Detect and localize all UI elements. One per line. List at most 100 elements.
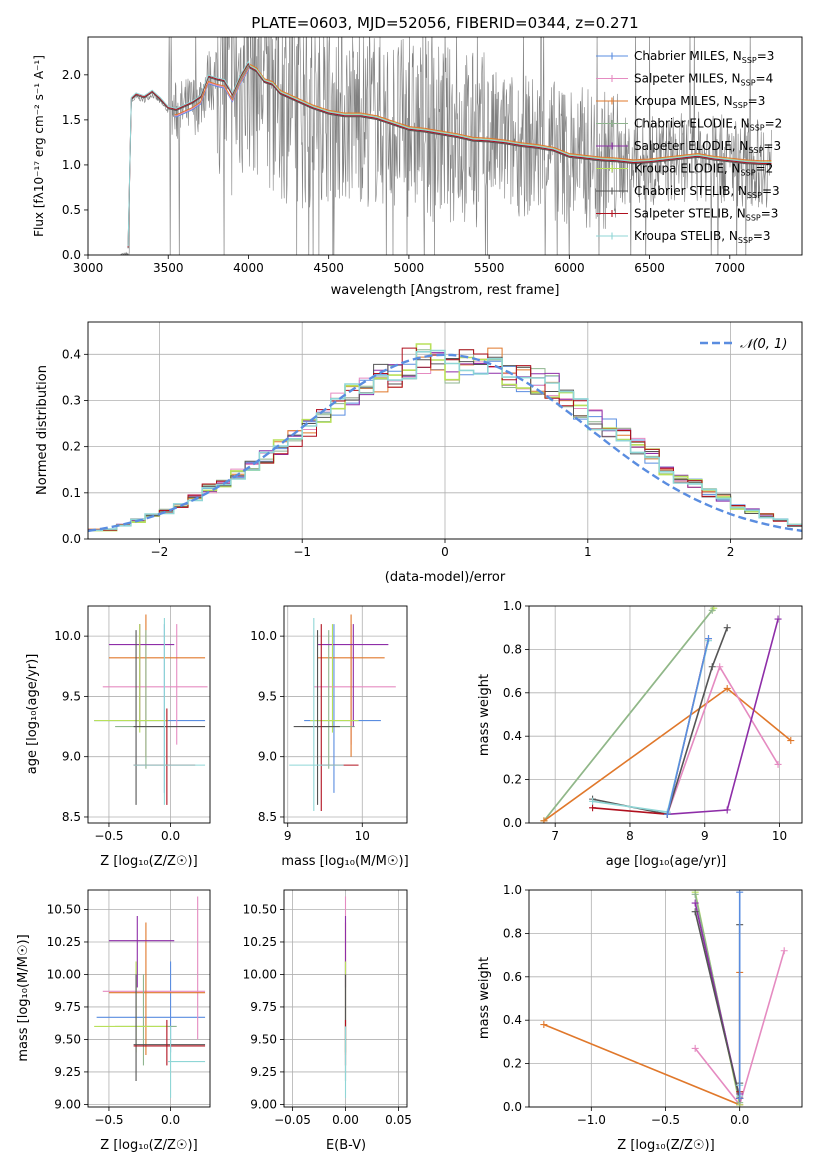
weight-series-chabrier-miles (663, 635, 713, 818)
x-tick-label: −1.0 (577, 1113, 606, 1127)
model-line-kroupa-miles (174, 63, 772, 162)
axes-frame (283, 889, 408, 1108)
x-tick-label: 0.0 (730, 1113, 749, 1127)
y-tick-label: 0.4 (503, 729, 522, 743)
marker (708, 663, 716, 671)
marker (589, 797, 597, 805)
legend-label: Chabrier MILES, NSSP=3 (634, 49, 774, 65)
errorbar-point-kroupa-elodie (94, 624, 169, 733)
errorbar-point-chabrier-stelib (293, 630, 340, 805)
marker (589, 804, 597, 812)
age-vs-mass-panel: 9 10 8.5 9.0 9.5 10.0 mass [log₁₀(M/M☉)] (250, 605, 409, 869)
x-axis-label: mass [log₁₀(M/M☉)] (281, 854, 408, 869)
x-axis-label: Z [log₁₀(Z/Z☉)] (617, 1138, 714, 1153)
y-tick-label: 0.2 (503, 773, 522, 787)
x-tick-label: 4500 (313, 261, 344, 275)
y-tick-label: 10.50 (47, 902, 81, 916)
legend-label: Salpeter MILES, NSSP=4 (634, 72, 773, 88)
axes-frame (87, 36, 803, 256)
weight-vs-metallicity-plot-area: −1.0 −0.5 0.0 0.0 0.2 0.4 0.6 0.8 1.0 (503, 883, 803, 1127)
marker (736, 890, 744, 896)
axes-frame (528, 605, 803, 824)
age-vs-mass-plot-area: 9 10 8.5 9.0 9.5 10.0 (250, 605, 408, 843)
y-tick-label: 10.00 (47, 967, 81, 981)
marker (774, 615, 782, 623)
x-tick-label: 5500 (474, 261, 505, 275)
axes: −2 −1 0 1 2 0.0 0.1 0.2 0.3 0.4 𝒩(0, 1) (62, 321, 803, 559)
marker (608, 187, 616, 195)
observed-spectrum (120, 37, 772, 255)
marker (691, 890, 699, 898)
mass-vs-extinction-panel: −0.05 0.00 0.05 9.00 9.25 9.50 9.75 10.00 10.25 1… (243, 889, 412, 1153)
axes: 7 8 9 10 0.0 0.2 0.4 0.6 0.8 1.0 (503, 599, 803, 843)
y-tick-label: 0.6 (503, 970, 522, 984)
marker (708, 606, 716, 614)
y-tick-label: 0.4 (62, 347, 81, 361)
errorbar-point-salpeter-elodie (317, 624, 389, 727)
spectrum-panel: PLATE=0603, MJD=52056, FIBERID=0344, z=0… (32, 14, 803, 298)
y-tick-label: 2.0 (62, 68, 81, 82)
marker (774, 760, 782, 768)
y-tick-label: 1.0 (62, 158, 81, 172)
errorbar-point-salpeter-miles (102, 896, 206, 1040)
data-layer (94, 614, 208, 805)
errorbar-point-kroupa-miles (108, 922, 206, 1056)
weight-vs-age-plot-area: 7 8 9 10 0.0 0.2 0.4 0.6 0.8 1.0 (503, 599, 803, 843)
x-axis-label: (data-model)/error (385, 570, 506, 585)
marker (540, 817, 548, 823)
x-tick-label: 7 (551, 829, 559, 843)
y-axis-label: mass [log₁₀(M/M☉)] (16, 934, 31, 1061)
y-axis-label: mass weight (477, 957, 492, 1039)
axes-frame (528, 889, 803, 1108)
axes: −1.0 −0.5 0.0 0.0 0.2 0.4 0.6 0.8 1.0 (503, 883, 803, 1127)
marker (723, 624, 731, 632)
y-tick-label: 0.8 (503, 926, 522, 940)
y-tick-label: 1.0 (503, 599, 522, 613)
x-tick-label: 3500 (153, 261, 184, 275)
y-tick-label: 9.00 (250, 1097, 277, 1111)
errorbar-point-salpeter-elodie (108, 915, 175, 988)
x-tick-label: 5000 (394, 261, 425, 275)
marker (608, 52, 616, 60)
y-tick-label: 9.00 (54, 1097, 81, 1111)
y-tick-label: 10.0 (54, 629, 81, 643)
x-tick-label: 7000 (715, 261, 746, 275)
weight-series-chabrier-miles (736, 890, 744, 1102)
model-line-kroupa-stelib (127, 60, 772, 247)
y-tick-label: 10.25 (243, 935, 277, 949)
data-layer (88, 343, 802, 533)
errorbar-point-kroupa-stelib (168, 1026, 206, 1098)
axes: −0.05 0.00 0.05 9.00 9.25 9.50 9.75 10.00 10.25 1… (243, 889, 412, 1127)
legend-label: Kroupa STELIB, NSSP=3 (634, 229, 771, 245)
x-tick-label: 4000 (233, 261, 264, 275)
axes-frame (87, 605, 211, 824)
y-tick-label: 0.2 (62, 440, 81, 454)
marker (705, 635, 713, 643)
marker (608, 97, 616, 105)
y-tick-label: 10.0 (250, 629, 277, 643)
residual-panel: −2 −1 0 1 2 0.0 0.1 0.2 0.3 0.4 𝒩(0, 1) (data-mode… (35, 321, 803, 585)
y-tick-label: 10.25 (47, 935, 81, 949)
y-tick-label: 9.5 (258, 689, 277, 703)
data-layer (289, 614, 396, 811)
marker (736, 1094, 744, 1102)
y-axis-label: Flux [fλ10⁻¹⁷ erg cm⁻² s⁻¹ A⁻¹] (32, 55, 46, 237)
y-tick-label: 9.50 (250, 1032, 277, 1046)
y-tick-label: 0.3 (62, 393, 81, 407)
y-tick-label: 8.5 (258, 810, 277, 824)
marker (723, 806, 731, 814)
marker (787, 737, 795, 745)
y-tick-label: 9.25 (54, 1065, 81, 1079)
marker (608, 210, 616, 217)
x-tick-label: 9 (701, 829, 709, 843)
marker (663, 810, 671, 818)
y-axis-label: mass weight (477, 674, 492, 756)
errorbar-point-chabrier-stelib (133, 974, 206, 1082)
age-vs-metallicity-panel: −0.5 0.0 8.5 9.0 9.5 10.0 Z [log₁₀(Z/Z☉)] age… (25, 605, 211, 869)
axes-frame (283, 605, 408, 824)
residual-plot-area: −2 −1 0 1 2 0.0 0.1 0.2 0.3 0.4 𝒩(0, 1) (62, 321, 803, 559)
marker (608, 75, 616, 82)
x-tick-label: −1 (293, 545, 311, 559)
x-axis-label: wavelength [Angstrom, rest frame] (331, 283, 560, 298)
legend-label: Salpeter STELIB, NSSP=3 (634, 207, 778, 223)
